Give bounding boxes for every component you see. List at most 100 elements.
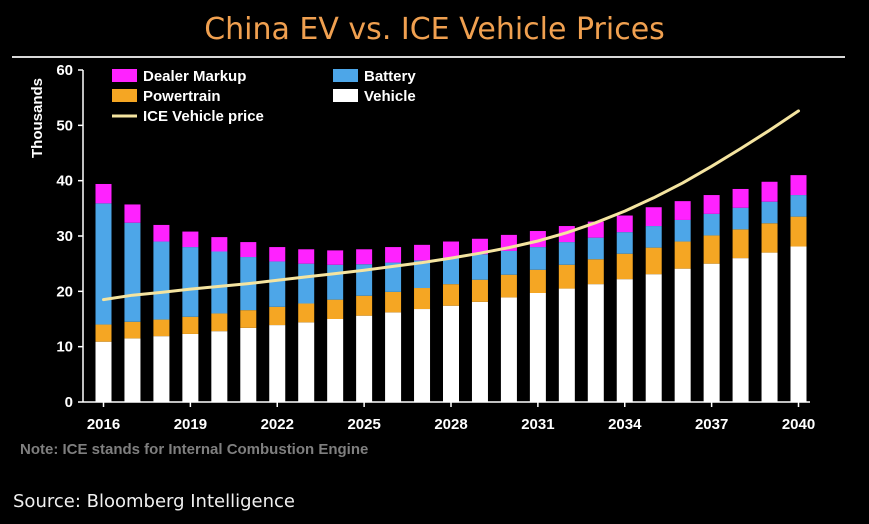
bar-battery-2023 (298, 263, 315, 304)
bar-powertrain-2028 (443, 284, 459, 306)
legend-label-vehicle: Vehicle (364, 88, 416, 105)
series-line-ice-vehicle-price (102, 109, 800, 302)
bar-vehicle-2039 (761, 252, 778, 402)
bar-battery-2033 (587, 237, 604, 260)
x-tick-label-2019: 2019 (174, 416, 207, 433)
bar-battery-2028 (443, 257, 459, 285)
legend-swatch-powertrain (112, 89, 137, 102)
bar-dealer-markup-2019 (182, 231, 199, 248)
bar-battery-2027 (414, 260, 431, 289)
bar-vehicle-2034 (616, 279, 633, 402)
legend-label-powertrain: Powertrain (143, 88, 221, 105)
bar-powertrain-2040 (790, 216, 807, 247)
bar-dealer-markup-2034 (616, 215, 633, 233)
bar-battery-2039 (761, 201, 778, 224)
bar-dealer-markup-2016 (95, 183, 112, 204)
bar-vehicle-2025 (356, 315, 373, 402)
bar-battery-2016 (95, 203, 112, 325)
bar-battery-2040 (790, 195, 807, 217)
bar-vehicle-2022 (269, 325, 286, 402)
x-tick-label-2031: 2031 (521, 416, 554, 433)
title-divider (12, 56, 845, 58)
x-tick-label-2022: 2022 (261, 416, 294, 433)
source-text: Source: Bloomberg Intelligence (13, 491, 295, 512)
bar-powertrain-2039 (761, 223, 778, 253)
bar-powertrain-2017 (124, 321, 141, 339)
bar-battery-2036 (674, 219, 691, 242)
legend: Dealer Markup Battery Powertrain Vehicle ICE… (112, 68, 416, 125)
bar-powertrain-2031 (529, 269, 546, 293)
bar-powertrain-2030 (500, 274, 517, 298)
axes: 0 10 20 30 40 50 60 2016 2019 2022 2025 2028 2031 203… (56, 62, 815, 433)
bar-powertrain-2036 (674, 241, 691, 269)
bar-battery-2035 (645, 226, 662, 248)
bar-powertrain-2029 (471, 279, 488, 302)
bar-dealer-markup-2039 (761, 181, 778, 202)
bar-dealer-markup-2038 (732, 188, 749, 208)
bar-dealer-markup-2035 (645, 207, 662, 227)
bar-dealer-markup-2023 (298, 249, 315, 264)
bar-battery-2026 (385, 262, 402, 292)
bar-battery-2020 (211, 251, 228, 314)
bar-dealer-markup-2025 (356, 249, 373, 265)
bar-vehicle-2027 (414, 309, 431, 402)
bar-powertrain-2022 (269, 306, 286, 326)
y-axis-label: Thousands (29, 78, 46, 158)
bar-vehicle-2019 (182, 333, 199, 402)
y-tick-label-0: 0 (65, 394, 73, 411)
legend-label-ice-vehicle-price: ICE Vehicle price (143, 108, 264, 125)
footnote: Note: ICE stands for Internal Combustion… (20, 441, 369, 458)
bar-vehicle-2038 (732, 258, 749, 402)
y-tick-label-20: 20 (56, 283, 73, 300)
bar-dealer-markup-2040 (790, 175, 807, 196)
bar-battery-2018 (153, 241, 170, 320)
legend-swatch-dealer-markup (112, 69, 137, 82)
bar-dealer-markup-2017 (124, 204, 141, 223)
bar-vehicle-2032 (558, 288, 575, 402)
bar-vehicle-2040 (790, 246, 807, 402)
bar-battery-2029 (471, 254, 488, 280)
bar-vehicle-2036 (674, 268, 691, 402)
bar-vehicle-2023 (298, 322, 315, 402)
bar-vehicle-2016 (95, 341, 112, 402)
bar-powertrain-2024 (327, 299, 344, 319)
bar-battery-2034 (616, 232, 633, 254)
x-tick-label-2034: 2034 (608, 416, 642, 433)
bar-battery-2031 (529, 247, 546, 270)
bar-powertrain-2016 (95, 324, 112, 342)
bar-vehicle-2018 (153, 336, 170, 402)
bar-powertrain-2038 (732, 229, 749, 259)
bar-dealer-markup-2029 (471, 238, 488, 255)
y-tick-label-60: 60 (56, 62, 73, 79)
legend-label-battery: Battery (364, 68, 416, 85)
bar-vehicle-2031 (529, 292, 546, 402)
bar-dealer-markup-2021 (240, 242, 257, 258)
y-tick-label-40: 40 (56, 173, 73, 190)
y-tick-label-10: 10 (56, 339, 73, 356)
bar-series-group (95, 175, 807, 402)
bar-powertrain-2023 (298, 303, 315, 323)
bar-vehicle-2028 (443, 305, 459, 402)
legend-swatch-battery (333, 69, 358, 82)
bar-vehicle-2037 (703, 263, 720, 402)
bar-battery-2019 (182, 247, 199, 317)
x-tick-label-2040: 2040 (782, 416, 815, 433)
x-tick-label-2028: 2028 (434, 416, 467, 433)
x-tick-label-2037: 2037 (695, 416, 728, 433)
legend-label-dealer-markup: Dealer Markup (143, 68, 246, 85)
legend-swatch-vehicle (333, 89, 358, 102)
x-tick-label-2025: 2025 (347, 416, 380, 433)
bar-battery-2038 (732, 207, 749, 230)
bar-dealer-markup-2020 (211, 237, 228, 252)
bar-dealer-markup-2018 (153, 224, 170, 242)
bar-powertrain-2027 (414, 288, 431, 310)
bar-dealer-markup-2036 (674, 201, 691, 220)
bar-battery-2030 (500, 250, 517, 275)
bar-powertrain-2020 (211, 313, 228, 332)
bar-vehicle-2017 (124, 338, 141, 402)
bar-powertrain-2033 (587, 259, 604, 285)
bar-vehicle-2024 (327, 319, 344, 402)
bar-battery-2032 (558, 242, 575, 265)
bar-battery-2024 (327, 264, 344, 300)
bar-powertrain-2018 (153, 319, 170, 337)
